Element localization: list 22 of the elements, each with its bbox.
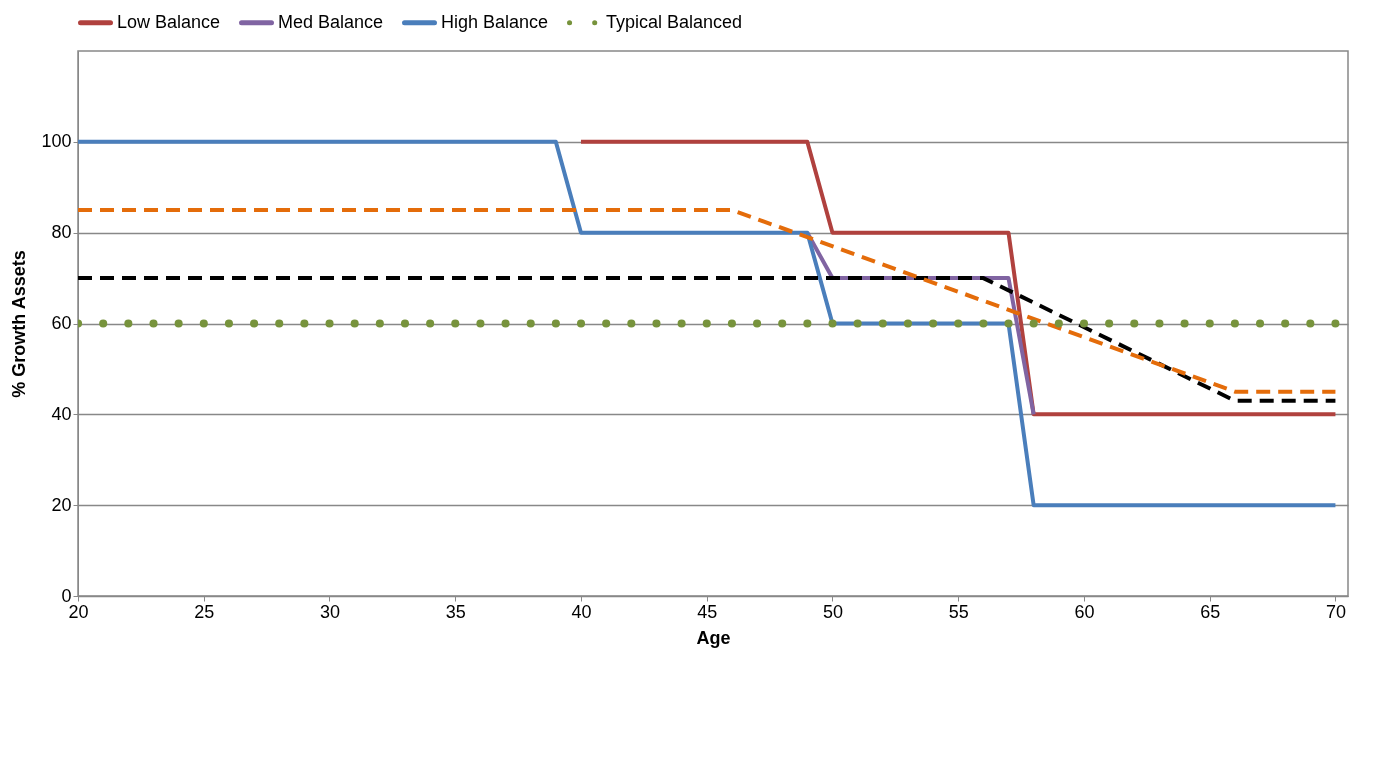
- x-tick-label: 60: [1074, 601, 1095, 622]
- legend-label: Low Balance: [117, 11, 221, 32]
- x-tick-label: 45: [697, 601, 718, 622]
- y-tick-label: 20: [51, 494, 72, 515]
- y-axis-title: % Growth Assets: [9, 250, 30, 398]
- y-tick-label: 100: [41, 131, 72, 152]
- legend-label: High Balance: [441, 11, 549, 32]
- x-tick-label: 50: [822, 601, 843, 622]
- legend-label: Med Balance: [278, 11, 384, 32]
- x-tick-label: 30: [319, 601, 340, 622]
- x-axis-title: Age: [696, 627, 731, 648]
- y-tick-label: 40: [51, 403, 72, 424]
- y-tick-label: 80: [51, 222, 72, 243]
- x-tick-label: 55: [948, 601, 969, 622]
- legend-label: Typical Balanced: [606, 11, 743, 32]
- y-tick-label: 60: [51, 313, 72, 333]
- x-tick-label: 70: [1325, 601, 1346, 622]
- x-tick-label: 25: [194, 601, 215, 622]
- line-series: [78, 139, 1338, 508]
- x-tick-label: 40: [571, 601, 592, 622]
- x-tick-label: 35: [445, 601, 466, 622]
- x-tick-label: 65: [1200, 601, 1221, 622]
